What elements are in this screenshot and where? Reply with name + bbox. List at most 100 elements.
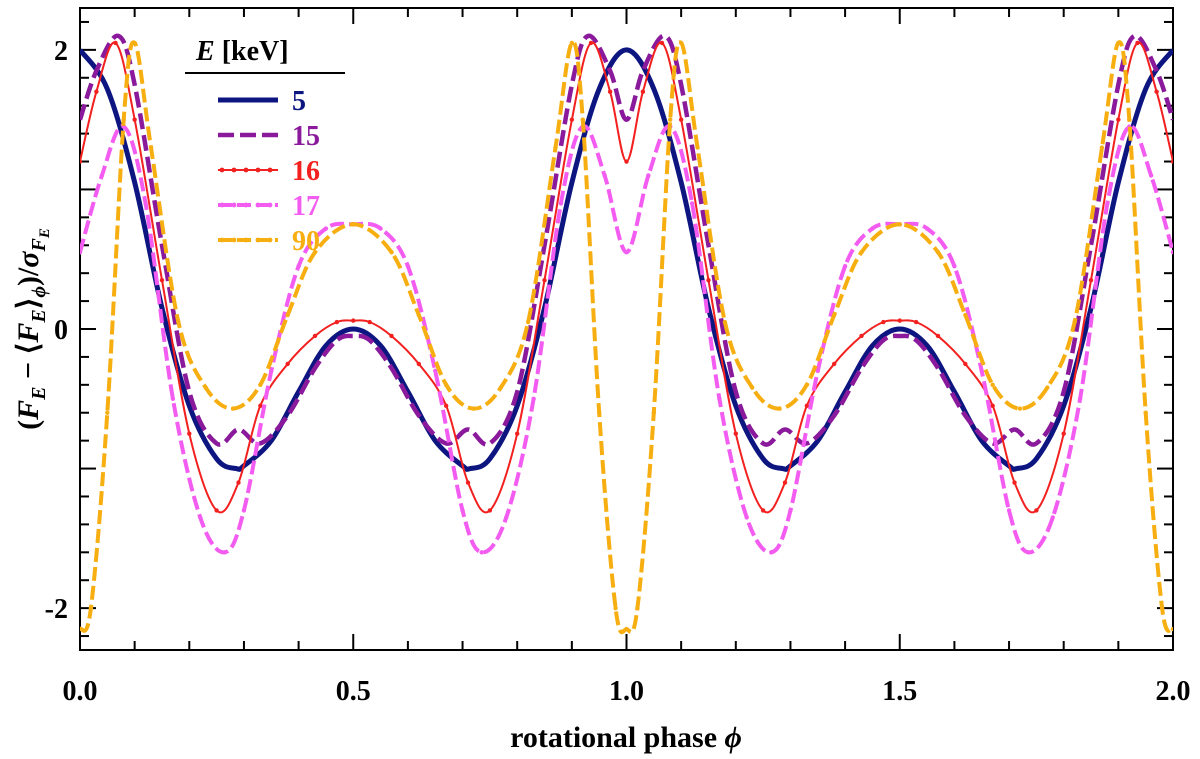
series-point-90 <box>990 382 995 388</box>
series-point-16 <box>733 431 738 436</box>
series-point-16 <box>285 361 290 367</box>
series-point-90 <box>258 382 263 388</box>
series-point-16 <box>94 89 99 94</box>
series-point-16 <box>416 361 422 367</box>
series-point-17 <box>1050 515 1055 520</box>
series-point-17 <box>842 263 848 269</box>
series-point-90 <box>312 250 318 255</box>
series-point-90 <box>668 117 673 122</box>
series-point-17 <box>744 515 749 520</box>
series-point-16 <box>1116 117 1121 122</box>
series-point-16 <box>659 40 665 46</box>
series-point-90 <box>635 605 640 611</box>
series-point-90 <box>230 406 236 411</box>
series-point-90 <box>88 605 94 611</box>
series-point-17 <box>870 226 875 231</box>
series-point-90 <box>935 250 941 255</box>
series-point-90 <box>695 145 700 150</box>
series-point-16 <box>542 277 547 283</box>
legend-marker-17 <box>231 202 237 208</box>
series-point-17 <box>788 508 793 513</box>
series-point-16 <box>1012 480 1017 485</box>
series-point-90 <box>1072 319 1077 325</box>
series-point-16 <box>258 403 263 408</box>
legend-label-15: 15 <box>292 121 320 152</box>
series-point-16 <box>80 159 83 164</box>
series-point-90 <box>176 319 181 325</box>
series-point-17 <box>624 250 629 255</box>
legend-marker-90 <box>231 237 237 243</box>
y-tick-label: 2 <box>54 36 68 67</box>
series-point-17 <box>1148 173 1154 178</box>
legend-marker-17 <box>267 202 273 208</box>
series-point-16 <box>236 480 241 485</box>
legend-marker-16 <box>231 167 237 173</box>
series-point-90 <box>203 385 208 390</box>
series-point-17 <box>121 124 126 129</box>
series-point-16 <box>913 319 919 325</box>
series-point-16 <box>465 480 471 485</box>
x-tick-label: 0.0 <box>63 676 98 707</box>
series-point-90 <box>859 250 864 255</box>
legend: E [keV] 5 15 16 17 90 <box>185 36 345 257</box>
series-point-90 <box>121 117 126 122</box>
plot-frame <box>79 7 1174 651</box>
series-point-17 <box>405 263 411 269</box>
series-point-90 <box>525 319 531 325</box>
series-point-90 <box>722 319 728 325</box>
axis-ticks <box>79 8 1174 650</box>
series-point-16 <box>187 431 192 436</box>
legend-items: 5 15 16 17 90 <box>218 86 320 257</box>
series-line-17 <box>80 124 1173 555</box>
series-point-17 <box>1077 396 1083 401</box>
legend-marker-16 <box>267 167 273 173</box>
series-layer <box>80 33 1173 635</box>
series-point-17 <box>952 263 957 269</box>
series-point-16 <box>515 431 520 436</box>
series-point-17 <box>558 201 564 206</box>
series-point-16 <box>1154 89 1159 94</box>
series-point-16 <box>569 117 575 122</box>
series-point-17 <box>979 368 984 374</box>
series-point-16 <box>963 361 968 367</box>
legend-label-17: 17 <box>292 191 320 222</box>
series-point-90 <box>389 250 394 255</box>
series-point-17 <box>1127 124 1132 129</box>
series-point-90 <box>749 385 755 390</box>
series-point-90 <box>569 40 575 46</box>
series-point-16 <box>1061 431 1066 436</box>
series-point-16 <box>990 403 995 408</box>
series-point-90 <box>1159 605 1165 611</box>
series-point-16 <box>640 89 646 94</box>
series-point-17 <box>323 226 329 231</box>
series-point-90 <box>285 312 290 318</box>
series-point-16 <box>1088 277 1094 283</box>
legend-marker-90 <box>243 237 249 243</box>
legend-label-16: 16 <box>292 156 320 187</box>
series-point-16 <box>804 403 810 408</box>
tick-labels: 0.0 0.5 1.0 1.5 2.0 2 0 -2 <box>45 36 1191 707</box>
series-point-17 <box>80 250 83 255</box>
series-point-16 <box>588 40 594 46</box>
series-point-90 <box>443 382 449 388</box>
series-point-90 <box>1170 626 1173 632</box>
series-point-90 <box>148 145 154 150</box>
series-point-17 <box>170 396 176 401</box>
series-point-16 <box>881 319 886 325</box>
x-tick-label: 1.0 <box>609 676 644 707</box>
x-tick-label: 1.5 <box>882 676 917 707</box>
series-point-16 <box>159 277 165 283</box>
series-point-90 <box>580 117 585 122</box>
series-point-17 <box>460 508 465 513</box>
series-point-90 <box>624 626 629 632</box>
series-line-16 <box>80 41 1173 514</box>
series-point-17 <box>689 201 695 206</box>
series-point-90 <box>651 410 657 415</box>
series-point-17 <box>815 368 820 374</box>
series-point-90 <box>498 385 504 390</box>
series-point-17 <box>378 226 383 231</box>
series-point-16 <box>351 318 356 323</box>
series-point-16 <box>607 89 613 94</box>
legend-marker-16 <box>255 167 261 173</box>
